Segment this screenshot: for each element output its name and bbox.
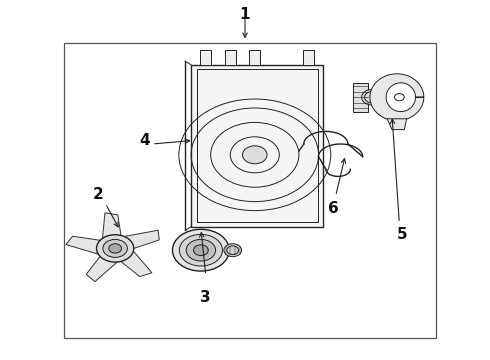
Circle shape (97, 235, 134, 262)
Text: 6: 6 (328, 201, 339, 216)
Circle shape (394, 94, 404, 101)
Circle shape (109, 244, 122, 253)
Polygon shape (353, 83, 368, 112)
Polygon shape (102, 213, 123, 250)
Bar (191, 65, 323, 227)
Circle shape (362, 89, 383, 105)
Polygon shape (114, 230, 159, 255)
Circle shape (194, 245, 208, 256)
Text: 2: 2 (93, 187, 103, 202)
Bar (303, 50, 314, 65)
Polygon shape (387, 119, 407, 130)
Polygon shape (86, 244, 124, 282)
Circle shape (103, 239, 127, 257)
Circle shape (186, 239, 216, 261)
Bar (64, 43, 436, 338)
Polygon shape (108, 244, 152, 276)
Text: 4: 4 (139, 133, 150, 148)
Bar (225, 50, 236, 65)
Circle shape (365, 91, 380, 103)
Circle shape (224, 244, 242, 257)
Text: 3: 3 (200, 289, 211, 305)
Circle shape (172, 229, 229, 271)
Circle shape (243, 146, 267, 164)
Bar (249, 50, 260, 65)
Text: 5: 5 (396, 226, 407, 242)
Text: 1: 1 (240, 7, 250, 22)
Polygon shape (370, 74, 424, 121)
Bar (200, 50, 211, 65)
Circle shape (179, 234, 222, 266)
Bar (197, 69, 318, 222)
Circle shape (227, 246, 239, 255)
Polygon shape (66, 236, 120, 257)
